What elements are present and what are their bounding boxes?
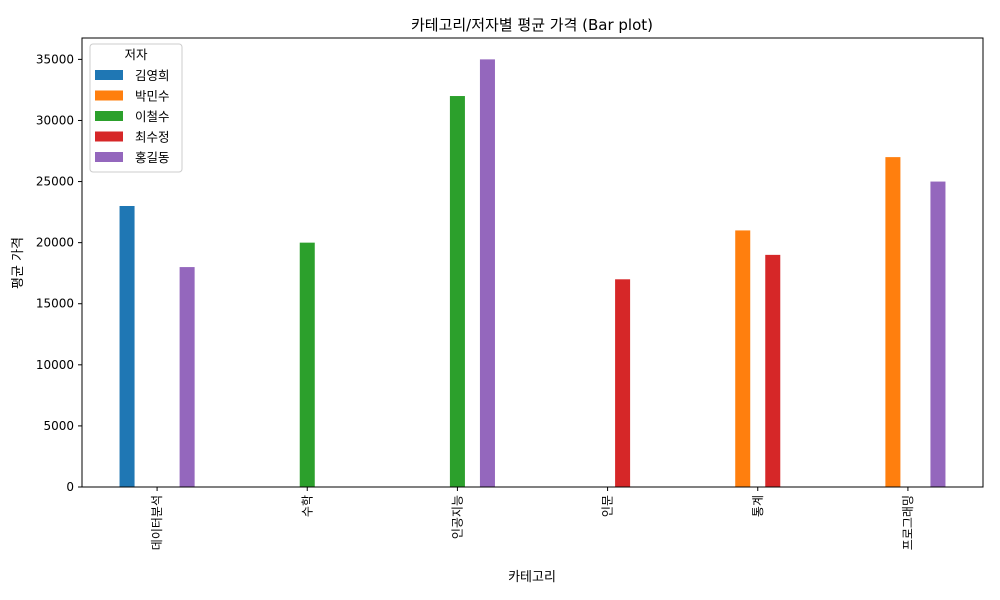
- legend-title: 저자: [124, 47, 148, 62]
- y-tick-label: 30000: [36, 113, 74, 127]
- bar-홍길동-인공지능: [479, 59, 495, 487]
- y-tick-label: 0: [66, 480, 74, 494]
- bar-이철수-인공지능: [449, 96, 465, 488]
- legend-label-홍길동: 홍길동: [135, 150, 170, 165]
- x-tick-label: 통계: [751, 495, 765, 517]
- legend-swatch-김영희: [95, 70, 123, 80]
- legend-swatch-홍길동: [95, 152, 123, 162]
- legend-label-이철수: 이철수: [135, 109, 170, 124]
- bar-박민수-프로그래밍: [885, 157, 901, 488]
- legend-swatch-이철수: [95, 111, 123, 121]
- bar-홍길동-프로그래밍: [930, 181, 946, 488]
- y-axis-title: 평균 가격: [11, 237, 26, 289]
- bar-최수정-통계: [765, 254, 781, 487]
- bar-박민수-통계: [735, 230, 751, 487]
- chart-title: 카테고리/저자별 평균 가격 (Bar plot): [411, 16, 653, 34]
- bars-layer: [119, 59, 946, 488]
- x-tick-label: 수학: [300, 495, 314, 517]
- x-tick-label: 인공지능: [450, 495, 464, 539]
- x-tick-label: 인문: [601, 495, 615, 517]
- bar-김영희-데이터분석: [119, 205, 135, 487]
- x-tick-label: 프로그래밍: [901, 495, 915, 550]
- bar-홍길동-데이터분석: [179, 267, 195, 487]
- plot-frame: [81, 37, 984, 488]
- x-tick-label: 데이터분석: [150, 495, 164, 550]
- y-tick-label: 35000: [36, 52, 74, 66]
- y-tick-label: 20000: [36, 236, 74, 250]
- legend-swatch-박민수: [95, 90, 123, 101]
- bar-최수정-인문: [615, 279, 631, 487]
- y-tick-label: 25000: [36, 175, 74, 189]
- legend-swatch-최수정: [95, 131, 123, 142]
- axes-layer: 0 5000 10000 15000 20000 25000 30000 35000 데이터분석…: [36, 37, 984, 550]
- legend-label-박민수: 박민수: [135, 89, 170, 104]
- y-tick-label: 5000: [43, 419, 74, 433]
- bar-이철수-수학: [299, 242, 315, 487]
- legend-label-최수정: 최수정: [135, 130, 170, 145]
- legend-label-김영희: 김영희: [135, 68, 170, 83]
- y-tick-label: 10000: [36, 358, 74, 372]
- y-tick-label: 15000: [36, 297, 74, 311]
- x-axis-title: 카테고리: [508, 570, 556, 585]
